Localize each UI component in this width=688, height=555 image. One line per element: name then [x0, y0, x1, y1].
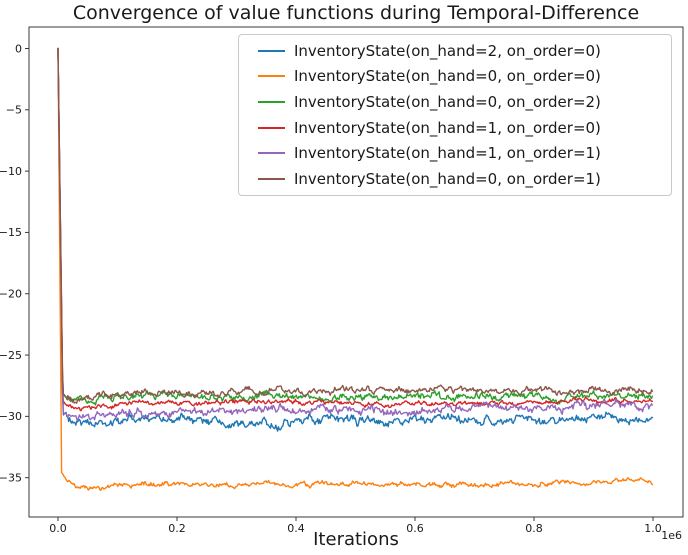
- x-tick-label: 0.6: [406, 522, 424, 535]
- legend-line-swatch: [258, 75, 285, 78]
- legend-entry-label: InventoryState(on_hand=1, on_order=0): [294, 118, 601, 137]
- legend: InventoryState(on_hand=2, on_order=0) Inv…: [238, 34, 672, 196]
- chart-title: Convergence of value functions during Te…: [72, 2, 640, 24]
- x-axis-offset-label: 1e6: [661, 529, 682, 542]
- legend-line-swatch: [258, 100, 285, 103]
- legend-entry: InventoryState(on_hand=0, on_order=2): [258, 89, 663, 115]
- x-tick-label: 0.4: [287, 522, 305, 535]
- legend-entry: InventoryState(on_hand=0, on_order=1): [258, 166, 663, 192]
- y-tick-label: −5: [6, 104, 22, 117]
- legend-line-swatch: [258, 177, 285, 180]
- legend-entry-label: InventoryState(on_hand=0, on_order=2): [294, 92, 601, 111]
- y-tick-label: −25: [0, 349, 22, 362]
- series-line-5: [57, 47, 654, 404]
- y-tick-label: −20: [0, 288, 22, 301]
- x-tick-label: 0.0: [49, 522, 67, 535]
- series-line-3: [57, 47, 654, 412]
- y-tick-label: −10: [0, 165, 22, 178]
- axes-frame: [28, 26, 684, 518]
- legend-entry-label: InventoryState(on_hand=2, on_order=0): [294, 41, 601, 60]
- x-axis-label: Iterations: [313, 529, 399, 550]
- series-line-1: [57, 47, 654, 491]
- legend-line-swatch: [258, 126, 285, 129]
- x-tick-label: 0.8: [525, 522, 543, 535]
- series-line-4: [57, 47, 654, 421]
- legend-line-swatch: [258, 152, 285, 155]
- legend-entry: InventoryState(on_hand=1, on_order=0): [258, 115, 663, 141]
- y-tick-label: −35: [0, 471, 22, 484]
- legend-entry-label: InventoryState(on_hand=1, on_order=1): [294, 144, 601, 163]
- legend-entry: InventoryState(on_hand=0, on_order=0): [258, 64, 663, 90]
- x-tick-label: 0.2: [168, 522, 186, 535]
- legend-entry-label: InventoryState(on_hand=0, on_order=0): [294, 67, 601, 86]
- x-tick-label: 1.0: [644, 522, 662, 535]
- y-tick-label: −30: [0, 410, 22, 423]
- legend-line-swatch: [258, 49, 285, 52]
- y-tick-label: 0: [15, 42, 22, 55]
- y-tick-label: −15: [0, 226, 22, 239]
- legend-entry: InventoryState(on_hand=1, on_order=1): [258, 140, 663, 166]
- legend-entry-label: InventoryState(on_hand=0, on_order=1): [294, 169, 601, 188]
- legend-entry: InventoryState(on_hand=2, on_order=0): [258, 38, 663, 64]
